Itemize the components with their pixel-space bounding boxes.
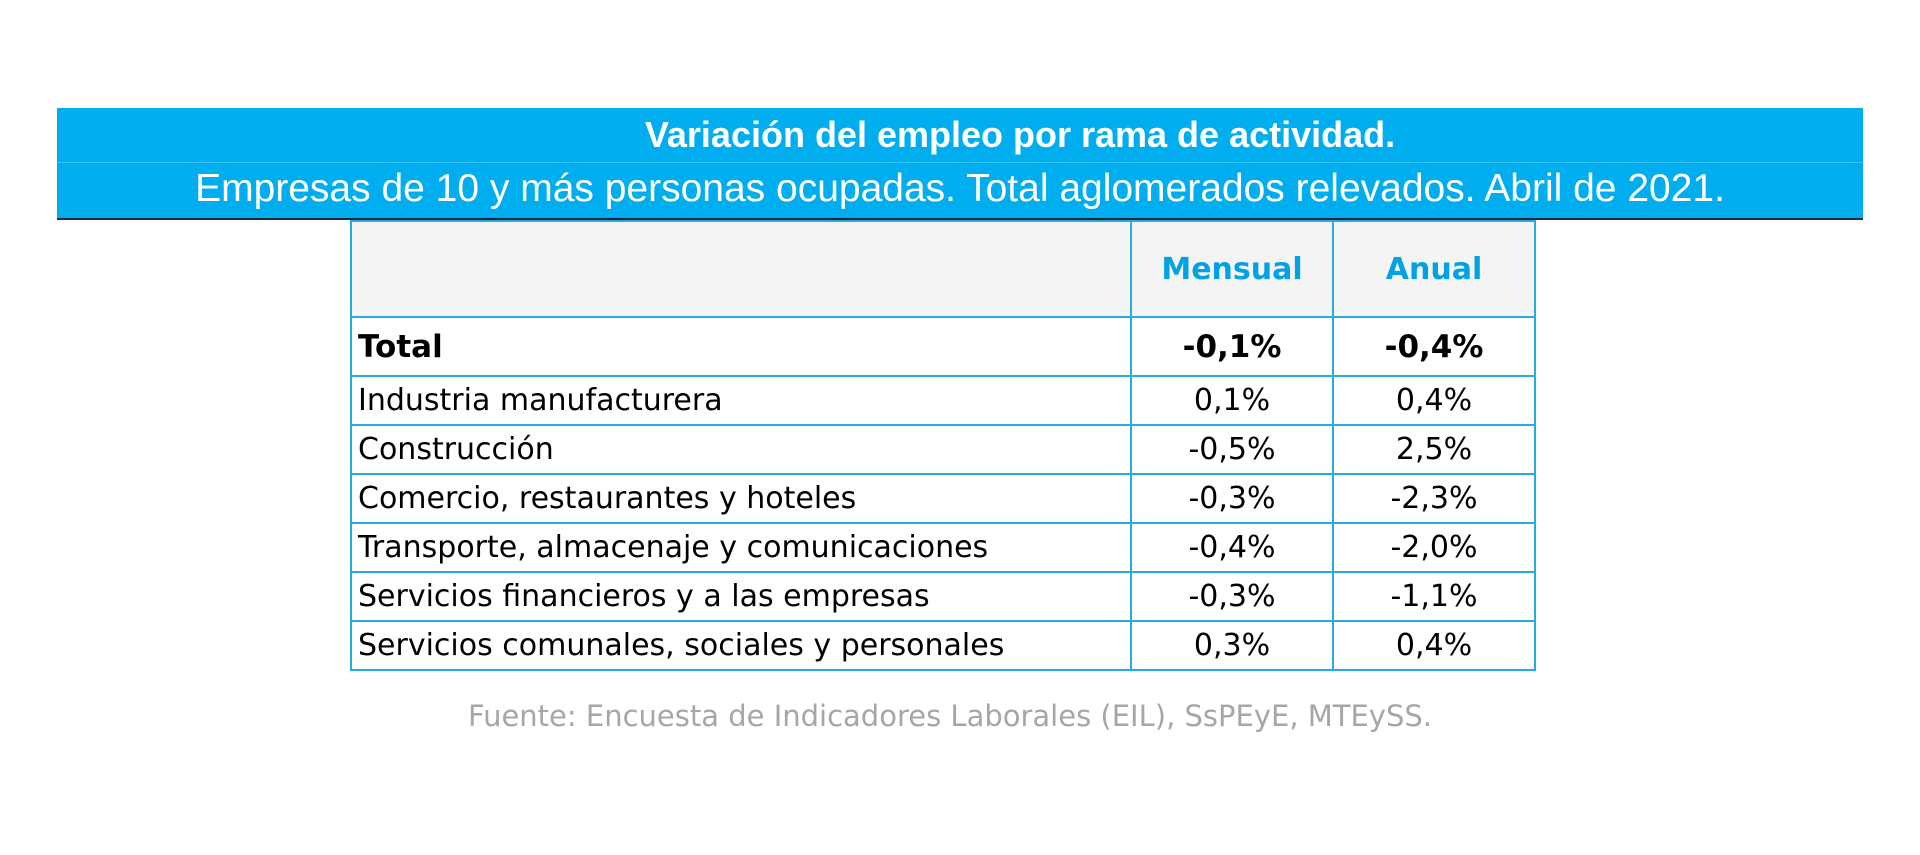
- table-row: Industria manufacturera 0,1% 0,4%: [350, 375, 1536, 426]
- row-anual: 0,4%: [1332, 375, 1536, 426]
- table-row: Comercio, restaurantes y hoteles -0,3% -…: [350, 473, 1536, 524]
- table-row: Servicios comunales, sociales y personal…: [350, 620, 1536, 671]
- row-anual: -2,3%: [1332, 473, 1536, 524]
- row-anual: -2,0%: [1332, 522, 1536, 573]
- row-label: Servicios comunales, sociales y personal…: [350, 620, 1132, 671]
- table-row: Servicios financieros y a las empresas -…: [350, 571, 1536, 622]
- row-anual: -1,1%: [1332, 571, 1536, 622]
- total-anual: -0,4%: [1332, 316, 1536, 377]
- employment-table: Mensual Anual Total -0,1% -0,4% Industri…: [350, 220, 1536, 671]
- row-label: Construcción: [350, 424, 1132, 475]
- row-mensual: 0,1%: [1130, 375, 1334, 426]
- row-mensual: -0,5%: [1130, 424, 1334, 475]
- table-row: Transporte, almacenaje y comunicaciones …: [350, 522, 1536, 573]
- table-subtitle: Empresas de 10 y más personas ocupadas. …: [195, 167, 1725, 210]
- source-note: Fuente: Encuesta de Indicadores Laborale…: [467, 699, 1433, 733]
- row-anual: 2,5%: [1332, 424, 1536, 475]
- header-row: Mensual Anual: [350, 220, 1536, 318]
- title-banner: Variación del empleo por rama de activid…: [57, 108, 1863, 220]
- table-title: Variación del empleo por rama de activid…: [644, 114, 1396, 155]
- header-mensual: Mensual: [1130, 220, 1334, 318]
- row-anual: 0,4%: [1332, 620, 1536, 671]
- row-label: Comercio, restaurantes y hoteles: [350, 473, 1132, 524]
- banner-divider: [57, 162, 1863, 163]
- row-mensual: -0,3%: [1130, 473, 1334, 524]
- table-row: Construcción -0,5% 2,5%: [350, 424, 1536, 475]
- row-mensual: -0,3%: [1130, 571, 1334, 622]
- total-label: Total: [350, 316, 1132, 377]
- header-anual: Anual: [1332, 220, 1536, 318]
- row-mensual: -0,4%: [1130, 522, 1334, 573]
- header-empty-cell: [350, 220, 1132, 318]
- row-label: Servicios financieros y a las empresas: [350, 571, 1132, 622]
- total-mensual: -0,1%: [1130, 316, 1334, 377]
- total-row: Total -0,1% -0,4%: [350, 316, 1536, 377]
- row-label: Industria manufacturera: [350, 375, 1132, 426]
- row-label: Transporte, almacenaje y comunicaciones: [350, 522, 1132, 573]
- row-mensual: 0,3%: [1130, 620, 1334, 671]
